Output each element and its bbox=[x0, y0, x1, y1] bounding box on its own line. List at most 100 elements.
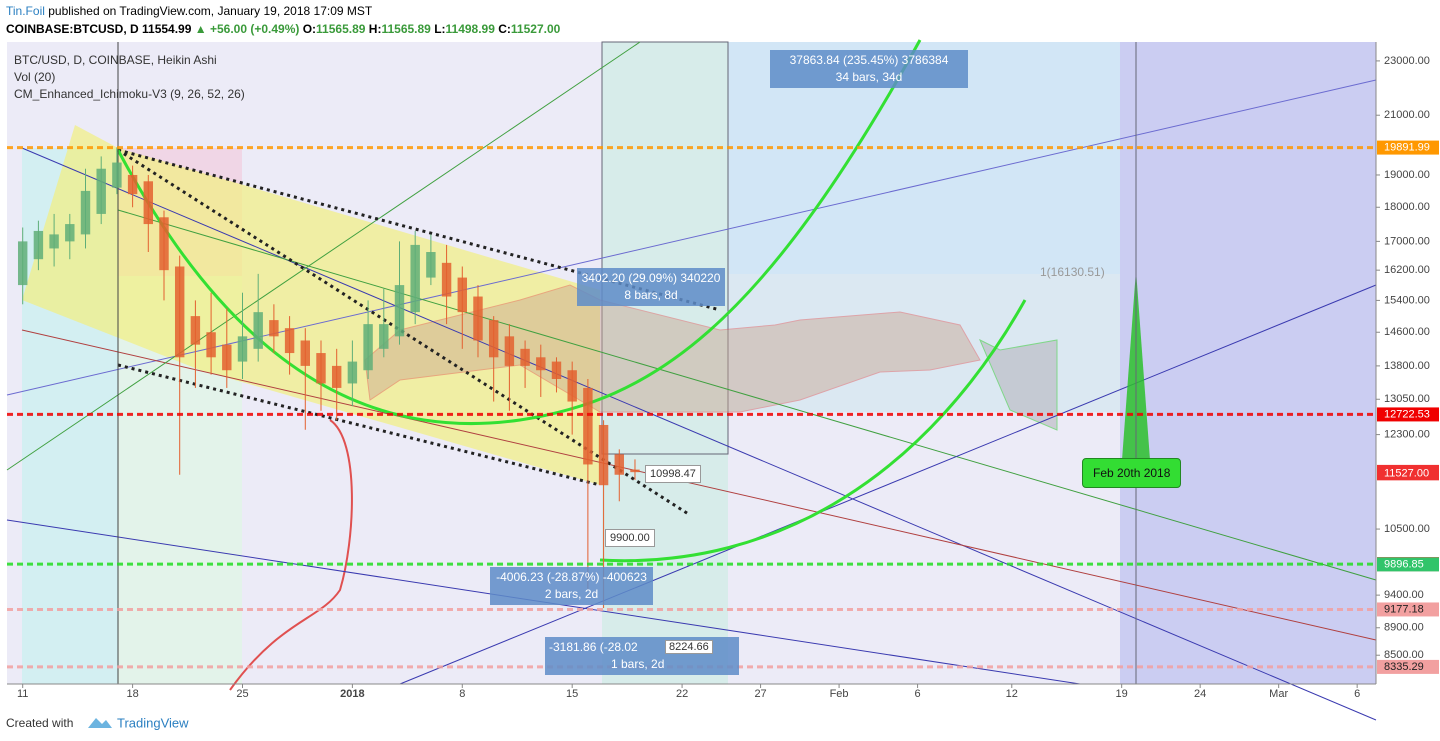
candle-body bbox=[536, 357, 546, 371]
measure-sub: 34 bars, 34d bbox=[835, 70, 903, 84]
ticker: COINBASE:BTCUSD, D 11554.99 ▲ +56.00 (+0… bbox=[6, 22, 560, 36]
price-tag bbox=[1377, 407, 1439, 422]
logo bbox=[88, 718, 112, 728]
price-tag-label: 9177.18 bbox=[1384, 603, 1424, 615]
candle-body bbox=[112, 162, 122, 188]
o: 11565.89 bbox=[316, 22, 366, 36]
x-tick-label: 6 bbox=[915, 688, 921, 700]
l-label: L: bbox=[434, 22, 446, 36]
fib-label: 1(16130.51) bbox=[1040, 265, 1105, 279]
c: 11527.00 bbox=[510, 22, 561, 36]
y-tick-label: 13050.00 bbox=[1384, 393, 1430, 405]
price-tag bbox=[1377, 140, 1439, 155]
candle-body bbox=[504, 336, 515, 366]
measure: -4006.23 (-28.87%) -400623 2 bars, 2d bbox=[490, 567, 653, 605]
y-tick-label: 12300.00 bbox=[1384, 428, 1430, 440]
x-tick-label: Feb bbox=[830, 688, 849, 700]
candle-body bbox=[253, 312, 263, 349]
candle-body bbox=[598, 424, 609, 486]
candle-body bbox=[630, 469, 640, 473]
y-tick-label: 16200.00 bbox=[1384, 264, 1430, 276]
h-label: H: bbox=[368, 22, 382, 36]
candle-body bbox=[614, 454, 624, 475]
price-label: 10998.47 bbox=[645, 465, 701, 483]
measure-text: 37863.84 (235.45%) 3786384 bbox=[789, 53, 949, 67]
x-tick-label: 6 bbox=[1354, 688, 1360, 700]
candle-body bbox=[190, 316, 201, 345]
candle-body bbox=[473, 296, 483, 341]
x-tick-label: 24 bbox=[1194, 688, 1206, 700]
chart-title: BTC/USD, D, COINBASE, Heikin Ashi bbox=[14, 53, 217, 67]
x-tick-label: 15 bbox=[566, 688, 578, 700]
h: 11565.89 bbox=[381, 22, 431, 36]
x-tick-label: 12 bbox=[1006, 688, 1018, 700]
l: 11498.99 bbox=[445, 22, 495, 36]
x-tick-label: 8 bbox=[459, 688, 465, 700]
candle-body bbox=[567, 370, 577, 402]
candle-body bbox=[316, 353, 326, 384]
candle-body bbox=[551, 361, 562, 380]
candle-body bbox=[284, 328, 295, 354]
candle-body bbox=[80, 190, 91, 235]
y-tick-label: 23000.00 bbox=[1384, 55, 1430, 67]
measure-sub: 1 bars, 2d bbox=[611, 657, 665, 671]
price-label: 8224.66 bbox=[665, 640, 713, 654]
x-tick-label: 18 bbox=[126, 688, 138, 700]
footer-text: Created with bbox=[6, 716, 73, 730]
candle-body bbox=[127, 174, 138, 195]
candle-body bbox=[269, 320, 279, 337]
callout: Feb 20th 2018 bbox=[1082, 458, 1182, 488]
price-tag bbox=[1377, 466, 1439, 481]
x-tick-label: 2018 bbox=[340, 688, 364, 700]
candle-body bbox=[222, 344, 232, 371]
price-tag-label: 11527.00 bbox=[1384, 467, 1429, 479]
footer-brand[interactable]: TradingView bbox=[117, 715, 189, 730]
candle-body bbox=[379, 324, 389, 349]
candle-body bbox=[520, 348, 530, 366]
candle-body bbox=[237, 336, 248, 362]
candle-body bbox=[331, 365, 342, 388]
measure-text: 3402.20 (29.09%) 340220 bbox=[581, 271, 721, 285]
x-tick-label: Mar bbox=[1269, 688, 1288, 700]
candle-body bbox=[96, 168, 106, 214]
candle-body bbox=[347, 361, 358, 384]
y-tick-label: 18000.00 bbox=[1384, 201, 1430, 213]
price-tag bbox=[1377, 602, 1439, 617]
candle-body bbox=[17, 241, 28, 286]
candle-body bbox=[441, 262, 452, 297]
price-tag bbox=[1377, 557, 1439, 572]
indicator: CM_Enhanced_Ichimoku-V3 (9, 26, 52, 26) bbox=[14, 87, 245, 101]
candle-body bbox=[583, 387, 593, 465]
x-tick-label: 25 bbox=[236, 688, 248, 700]
measure-sub: 2 bars, 2d bbox=[544, 587, 599, 601]
price-tag bbox=[1377, 659, 1439, 674]
measure-text: -4006.23 (-28.87%) -400623 bbox=[496, 570, 647, 584]
candle-body bbox=[65, 224, 75, 242]
x-tick-label: 22 bbox=[676, 688, 688, 700]
y-tick-label: 13800.00 bbox=[1384, 360, 1430, 372]
candle-body bbox=[49, 234, 59, 249]
c-label: C: bbox=[498, 22, 511, 36]
symbol: COINBASE:BTCUSD, D bbox=[6, 22, 139, 36]
indicator: Vol (20) bbox=[14, 70, 55, 84]
y-tick-label: 17000.00 bbox=[1384, 235, 1430, 247]
header: Tin.Foil published on TradingView.com, J… bbox=[6, 4, 372, 18]
measure: 3402.20 (29.09%) 340220 8 bars, 8d bbox=[577, 268, 725, 306]
o-label: O: bbox=[302, 22, 317, 36]
price-tag-label: 19891.99 bbox=[1384, 141, 1430, 153]
author[interactable]: Tin.Foil bbox=[6, 4, 45, 18]
x-tick-label: 19 bbox=[1116, 688, 1128, 700]
y-tick-label: 14600.00 bbox=[1384, 326, 1430, 338]
candle-body bbox=[457, 277, 467, 313]
candle-body bbox=[363, 324, 373, 371]
published: published on TradingView.com, January 19… bbox=[48, 4, 373, 18]
y-tick-label: 19000.00 bbox=[1384, 169, 1430, 181]
candle-body bbox=[300, 340, 311, 366]
candle-body bbox=[410, 244, 420, 313]
price-label: 9900.00 bbox=[605, 529, 655, 547]
last: 11554.99 bbox=[142, 22, 192, 36]
candle-body bbox=[174, 266, 185, 358]
y-tick-label: 15400.00 bbox=[1384, 294, 1430, 306]
y-tick-label: 8900.00 bbox=[1384, 622, 1424, 634]
candle-body bbox=[394, 285, 405, 337]
